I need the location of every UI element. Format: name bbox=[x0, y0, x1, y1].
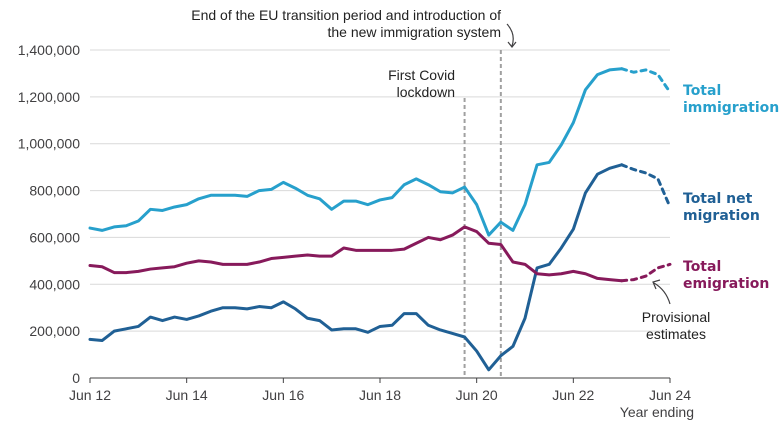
provisional-note-line: Provisional bbox=[642, 309, 710, 325]
y-tick-label: 0 bbox=[72, 370, 80, 386]
x-tick-label: Jun 24 bbox=[649, 387, 691, 403]
x-tick-label: Jun 18 bbox=[359, 387, 401, 403]
total-immigration-provisional-line bbox=[620, 67, 672, 94]
provisional-arrow bbox=[653, 282, 671, 305]
provisional-arrowhead bbox=[652, 279, 661, 290]
transition-note-line: the new immigration system bbox=[327, 24, 501, 40]
transition-arrowhead bbox=[507, 41, 517, 48]
y-tick-label: 600,000 bbox=[29, 229, 80, 245]
x-tick-label: Jun 22 bbox=[552, 387, 594, 403]
y-tick-label: 1,000,000 bbox=[18, 136, 80, 152]
series-label-text: immigration bbox=[683, 100, 779, 116]
y-tick-label: 1,200,000 bbox=[18, 89, 80, 105]
total-net-migration-provisional-line bbox=[620, 163, 672, 209]
x-tick-label: Jun 12 bbox=[69, 387, 111, 403]
x-tick-label: Jun 16 bbox=[262, 387, 304, 403]
covid-note-line: lockdown bbox=[397, 84, 455, 100]
series-label-text: Total net bbox=[683, 191, 753, 207]
total-emigration-line bbox=[88, 225, 624, 283]
covid-note-line: First Covid bbox=[388, 67, 455, 83]
y-tick-label: 400,000 bbox=[29, 276, 80, 292]
x-axis-ticks: Jun 12 Jun 14 Jun 16 Jun 18 Jun 20 Jun 22 Jun … bbox=[69, 378, 691, 403]
series-label-text: migration bbox=[683, 208, 760, 224]
x-axis-title: Year ending bbox=[620, 404, 694, 420]
x-tick-label: Jun 20 bbox=[456, 387, 498, 403]
y-tick-label: 200,000 bbox=[29, 323, 80, 339]
annotations: End of the EU transition period and intr… bbox=[191, 7, 710, 342]
series-label-text: Total bbox=[683, 83, 721, 99]
series-label-text: Total bbox=[683, 259, 721, 275]
provisional-note-line: estimates bbox=[646, 326, 706, 342]
transition-note-line: End of the EU transition period and intr… bbox=[191, 7, 501, 23]
series-lines bbox=[88, 67, 672, 372]
x-tick-label: Jun 14 bbox=[166, 387, 208, 403]
series-label-text: emigration bbox=[683, 276, 769, 292]
y-tick-label: 800,000 bbox=[29, 183, 80, 199]
total-net-migration-line bbox=[88, 163, 624, 372]
transition-arrow bbox=[506, 23, 514, 47]
reference-lines bbox=[463, 50, 502, 378]
gridlines bbox=[90, 49, 670, 332]
y-tick-label: 1,400,000 bbox=[18, 42, 80, 58]
total-emigration-provisional-line bbox=[620, 262, 672, 283]
y-axis-ticks: 0 200,000 400,000 600,000 800,000 1,000,000 1,… bbox=[18, 42, 81, 386]
total-immigration-line bbox=[88, 67, 624, 237]
